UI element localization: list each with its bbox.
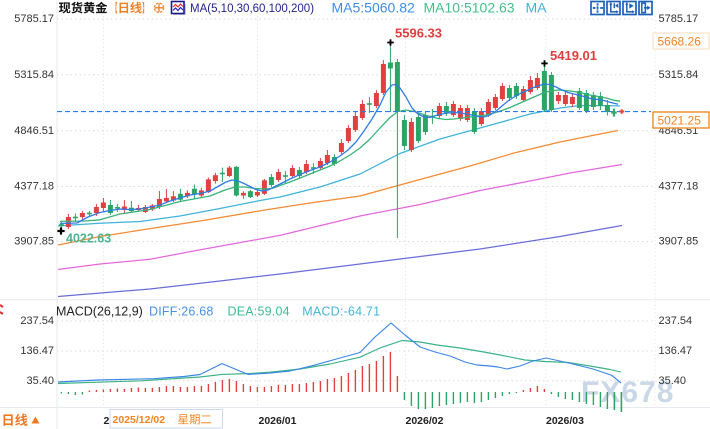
svg-text:DEA:59.04: DEA:59.04 [228, 305, 290, 319]
svg-text:4846.51: 4846.51 [14, 125, 54, 137]
svg-text:MA5:5060.82: MA5:5060.82 [332, 0, 415, 16]
svg-text:4377.18: 4377.18 [14, 181, 54, 193]
svg-text:3907.85: 3907.85 [14, 236, 54, 248]
svg-text:5419.01: 5419.01 [550, 48, 597, 63]
svg-text:MA(5,10,30,60,100,200): MA(5,10,30,60,100,200) [190, 3, 314, 15]
svg-text:MA10:5102.63: MA10:5102.63 [424, 0, 515, 16]
svg-text:5315.84: 5315.84 [659, 69, 699, 81]
svg-text:FX678: FX678 [581, 376, 674, 409]
svg-text:3907.85: 3907.85 [659, 236, 699, 248]
svg-text:2: 2 [104, 415, 110, 427]
svg-text:5785.17: 5785.17 [14, 13, 54, 25]
svg-text:136.47: 136.47 [659, 345, 693, 357]
svg-text:5315.84: 5315.84 [14, 69, 54, 81]
svg-text:237.54: 237.54 [659, 315, 693, 327]
svg-text:5596.33: 5596.33 [395, 26, 442, 41]
svg-text:2026/02: 2026/02 [406, 415, 444, 427]
svg-text:5021.25: 5021.25 [658, 114, 702, 128]
svg-text:35.40: 35.40 [659, 375, 687, 387]
svg-text:2025/12/02: 2025/12/02 [113, 414, 166, 426]
svg-text:5668.26: 5668.26 [658, 35, 702, 49]
svg-text:MACD(26,12,9): MACD(26,12,9) [56, 305, 143, 319]
svg-text:FX678: FX678 [582, 377, 675, 410]
svg-text:4377.18: 4377.18 [659, 181, 699, 193]
svg-text:136.47: 136.47 [20, 345, 54, 357]
svg-text:MA: MA [526, 0, 548, 16]
svg-text:DIFF:26.68: DIFF:26.68 [149, 305, 214, 319]
svg-text:35.40: 35.40 [26, 375, 54, 387]
svg-text:237.54: 237.54 [20, 315, 54, 327]
svg-text:5785.17: 5785.17 [659, 13, 699, 25]
svg-text:2026/03: 2026/03 [546, 415, 584, 427]
svg-text:4022.63: 4022.63 [66, 232, 111, 246]
svg-text:2026/01: 2026/01 [259, 415, 297, 427]
svg-text:MACD:-64.71: MACD:-64.71 [302, 305, 380, 319]
